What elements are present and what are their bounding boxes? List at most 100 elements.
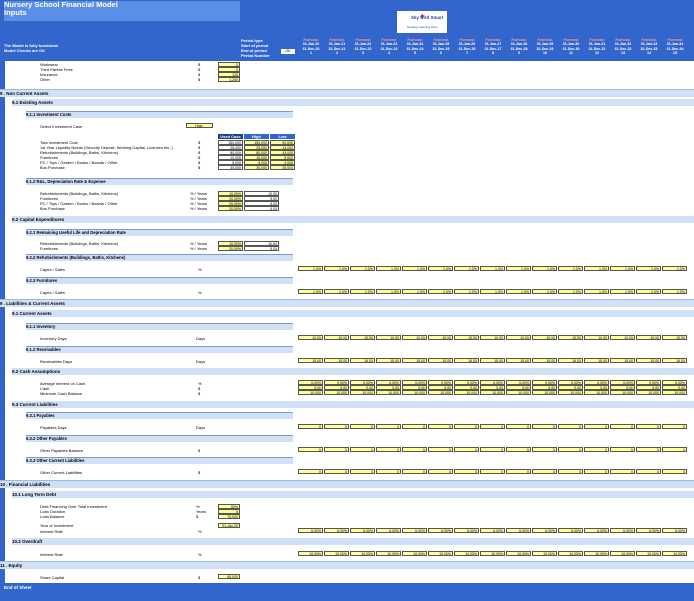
timeline-input[interactable]: 0.00% — [350, 380, 375, 385]
timeline-input[interactable]: 10.00% — [558, 551, 583, 556]
investment-case-input[interactable]: 30,000 — [244, 165, 269, 170]
debt-input[interactable]: 01-Jan-20 — [218, 523, 240, 528]
timeline-input[interactable]: 15.00 — [506, 358, 531, 363]
timeline-input[interactable]: 10.00 — [506, 335, 531, 340]
timeline-input[interactable]: 0 — [454, 447, 479, 452]
cost-input[interactable]: 1,200 — [218, 77, 240, 82]
invest-case-select[interactable]: High — [186, 123, 213, 128]
timeline-input[interactable]: 0.00% — [532, 380, 557, 385]
timeline-input[interactable]: 10.00% — [298, 551, 323, 556]
timeline-input[interactable]: 1.0% — [610, 289, 635, 294]
timeline-input[interactable]: 1.0% — [350, 266, 375, 271]
timeline-input[interactable]: 0 — [506, 469, 531, 474]
timeline-input[interactable]: 0 — [584, 469, 609, 474]
timeline-input[interactable]: 1.0% — [636, 289, 661, 294]
timeline-input[interactable]: 6.00% — [350, 528, 375, 533]
timeline-input[interactable]: 6.00% — [636, 528, 661, 533]
timeline-input[interactable]: 0.00 — [532, 385, 557, 390]
timeline-input[interactable]: 0.00 — [610, 385, 635, 390]
timeline-input[interactable]: 0 — [324, 424, 349, 429]
rate-input[interactable]: 20.00% — [218, 246, 243, 251]
rate-input[interactable]: 20.00% — [218, 206, 243, 211]
timeline-input[interactable]: 10,000 — [324, 390, 349, 395]
timeline-input[interactable]: 0 — [636, 447, 661, 452]
timeline-input[interactable]: 1.0% — [662, 289, 687, 294]
timeline-input[interactable]: 0.00% — [402, 380, 427, 385]
timeline-input[interactable]: 6.00% — [376, 528, 401, 533]
timeline-input[interactable]: 0.00 — [662, 385, 687, 390]
timeline-input[interactable]: 10,000 — [480, 390, 505, 395]
rate-input[interactable]: 20.00% — [218, 196, 243, 201]
timeline-input[interactable]: 0 — [350, 469, 375, 474]
timeline-input[interactable]: 15.00 — [610, 358, 635, 363]
timeline-input[interactable]: 10.00% — [324, 551, 349, 556]
timeline-input[interactable]: 0 — [454, 424, 479, 429]
timeline-input[interactable]: 0 — [428, 424, 453, 429]
timeline-input[interactable]: 0.00 — [454, 385, 479, 390]
timeline-input[interactable]: 6.00% — [558, 528, 583, 533]
investment-case-input[interactable]: 5,000 — [244, 160, 269, 165]
timeline-input[interactable]: 0 — [480, 469, 505, 474]
timeline-input[interactable]: 10,000 — [506, 390, 531, 395]
timeline-input[interactable]: 0 — [636, 469, 661, 474]
timeline-input[interactable]: 10.00 — [454, 335, 479, 340]
timeline-input[interactable]: 0 — [298, 447, 323, 452]
timeline-input[interactable]: 10.00 — [480, 335, 505, 340]
timeline-input[interactable]: 0.00 — [584, 385, 609, 390]
timeline-input[interactable]: 0.00 — [636, 385, 661, 390]
timeline-input[interactable]: 1.0% — [324, 289, 349, 294]
timeline-input[interactable]: 10.00% — [584, 551, 609, 556]
timeline-input[interactable]: 0.00 — [324, 385, 349, 390]
timeline-input[interactable]: 0 — [506, 447, 531, 452]
timeline-input[interactable]: 0.00 — [428, 385, 453, 390]
timeline-input[interactable]: 1.0% — [558, 289, 583, 294]
timeline-input[interactable]: 10,000 — [662, 390, 687, 395]
timeline-input[interactable]: 0.00% — [428, 380, 453, 385]
timeline-input[interactable]: 0 — [662, 424, 687, 429]
rate-input[interactable]: 20.00% — [218, 201, 243, 206]
timeline-input[interactable]: 0.00% — [454, 380, 479, 385]
timeline-input[interactable]: 10.00 — [324, 335, 349, 340]
timeline-input[interactable]: 0 — [532, 447, 557, 452]
timeline-input[interactable]: 1.0% — [428, 289, 453, 294]
timeline-input[interactable]: 1.0% — [454, 266, 479, 271]
timeline-input[interactable]: 15.00 — [350, 358, 375, 363]
investment-case-input[interactable]: 43,000 — [270, 150, 295, 155]
debt-input[interactable]: 75,000 — [218, 514, 240, 519]
timeline-input[interactable]: 0.00 — [402, 385, 427, 390]
timeline-input[interactable]: 10.00 — [532, 335, 557, 340]
timeline-input[interactable]: 6.00% — [662, 528, 687, 533]
timeline-input[interactable]: 10,000 — [454, 390, 479, 395]
timeline-input[interactable]: 10.00% — [532, 551, 557, 556]
timeline-input[interactable]: 0.00% — [636, 380, 661, 385]
timeline-input[interactable]: 10,000 — [376, 390, 401, 395]
timeline-input[interactable]: 10.00 — [584, 335, 609, 340]
timeline-input[interactable]: 15.00 — [324, 358, 349, 363]
timeline-input[interactable]: 1.0% — [584, 289, 609, 294]
timeline-input[interactable]: 0.00% — [298, 380, 323, 385]
timeline-input[interactable]: 0 — [558, 469, 583, 474]
timeline-input[interactable]: 10.00% — [454, 551, 479, 556]
timeline-input[interactable]: 0 — [584, 447, 609, 452]
timeline-input[interactable]: 0 — [454, 469, 479, 474]
investment-case-input[interactable]: 80,000 — [244, 150, 269, 155]
timeline-input[interactable]: 0.00% — [506, 380, 531, 385]
timeline-input[interactable]: 6.00% — [454, 528, 479, 533]
timeline-input[interactable]: 6.00% — [532, 528, 557, 533]
timeline-input[interactable]: 10.00% — [662, 551, 687, 556]
timeline-input[interactable]: 10.00% — [480, 551, 505, 556]
timeline-input[interactable]: 0 — [558, 424, 583, 429]
timeline-input[interactable]: 0.00% — [324, 380, 349, 385]
cost-input[interactable]: 0 — [218, 67, 240, 72]
timeline-input[interactable]: 10,000 — [298, 390, 323, 395]
timeline-input[interactable]: 0 — [402, 469, 427, 474]
timeline-input[interactable]: 0 — [662, 447, 687, 452]
timeline-input[interactable]: 1.0% — [376, 266, 401, 271]
timeline-input[interactable]: 0 — [298, 424, 323, 429]
timeline-input[interactable]: 1.0% — [298, 289, 323, 294]
timeline-input[interactable]: 15.00 — [558, 358, 583, 363]
timeline-input[interactable]: 15.00 — [298, 358, 323, 363]
timeline-input[interactable]: 0 — [584, 424, 609, 429]
investment-case-input[interactable]: 25,000 — [244, 145, 269, 150]
timeline-input[interactable]: 0 — [428, 447, 453, 452]
